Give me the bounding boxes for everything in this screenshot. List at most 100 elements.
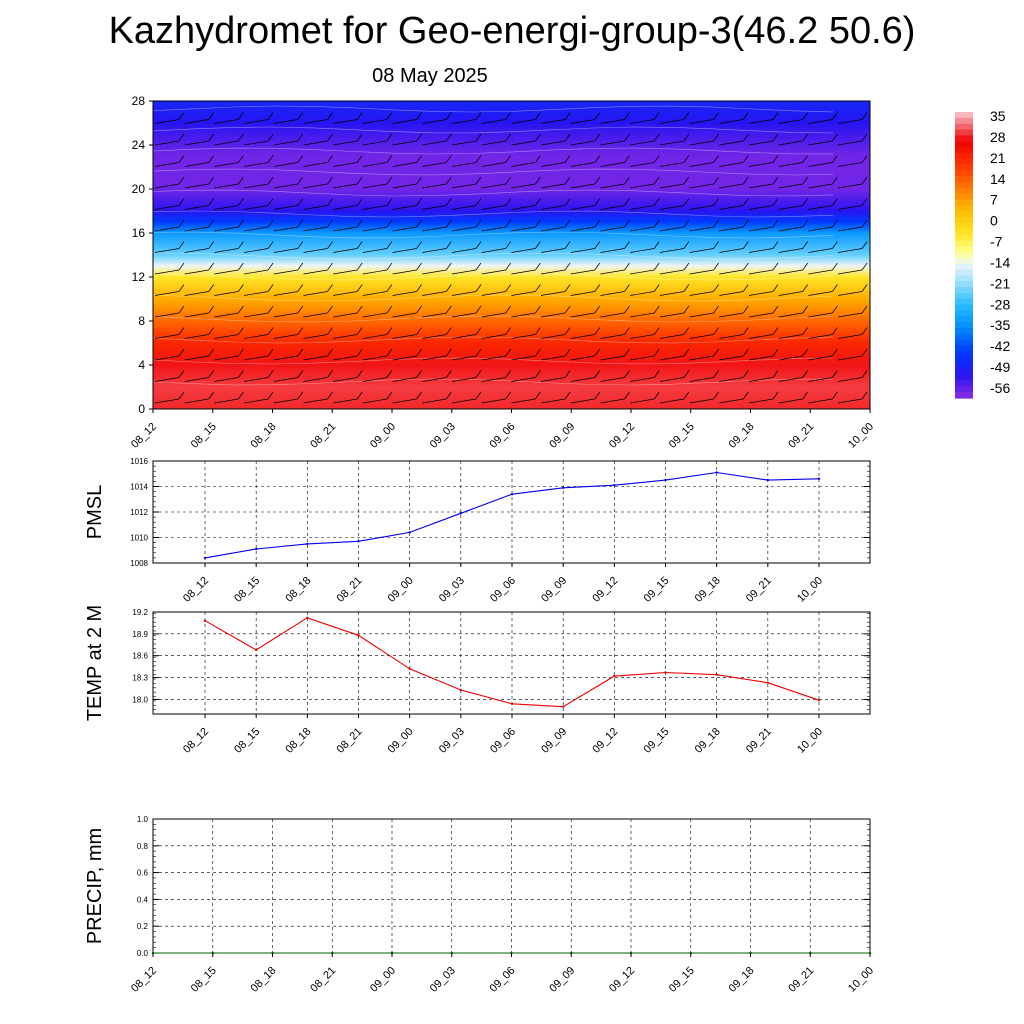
wind-barb (422, 370, 452, 382)
panel-3-data-point (306, 616, 309, 619)
wind-barb (273, 241, 304, 253)
wind-barb (481, 133, 511, 146)
panel-2-x-tick-label: 08_18 (283, 575, 313, 605)
wind-barb (600, 112, 630, 124)
wind-barb (600, 284, 630, 296)
wind-barb (630, 241, 660, 253)
colorbar-cell (955, 304, 973, 312)
wind-barb (630, 370, 660, 382)
wind-barb (422, 262, 452, 275)
heatmap-contour (152, 273, 834, 281)
wind-barb (333, 348, 363, 361)
wind-barb (719, 112, 749, 124)
wind-barb (570, 155, 601, 167)
wind-barb (748, 112, 779, 124)
wind-barb (333, 198, 363, 210)
wind-barb (333, 262, 363, 275)
wind-barb (154, 305, 185, 318)
wind-barb (600, 262, 630, 275)
wind-barb (244, 305, 274, 318)
colorbar-label: 28 (990, 129, 1006, 145)
colorbar-cell (955, 176, 973, 183)
wind-barb (778, 133, 808, 146)
wind-barb (511, 176, 541, 189)
wind-barb (689, 198, 719, 210)
wind-barb (511, 391, 541, 404)
panel-2-x-tick-label: 09_15 (642, 575, 672, 605)
wind-barb (778, 348, 808, 361)
colorbar-cell (955, 287, 973, 294)
wind-barb (778, 284, 808, 296)
panel-3-y-tick-label: 18.9 (132, 630, 148, 639)
wind-barb (541, 133, 571, 146)
wind-barb (511, 155, 541, 167)
wind-barb (719, 198, 749, 210)
panel-2-y-tick-label: 1014 (130, 483, 148, 492)
wind-barb (184, 133, 214, 146)
wind-barb (154, 219, 185, 232)
wind-barb (451, 284, 482, 296)
wind-barb (184, 327, 214, 339)
wind-barb (451, 198, 482, 210)
heatmap-x-tick-label: 09_00 (368, 421, 398, 451)
panel-4-x-tick-label: 09_09 (547, 965, 577, 995)
wind-barb (392, 176, 422, 189)
wind-barb (422, 198, 452, 210)
wind-barb (451, 241, 482, 253)
colorbar-cell (955, 199, 973, 206)
heatmap-y-tick-label: 4 (138, 358, 145, 372)
wind-barb (748, 241, 779, 253)
wind-barb (808, 262, 838, 275)
wind-barb (838, 155, 868, 167)
wind-barb (778, 155, 808, 167)
wind-barb (392, 370, 422, 382)
panel-2-data-point (562, 486, 565, 489)
colorbar-label: -42 (990, 338, 1010, 354)
colorbar-cell (955, 112, 973, 119)
wind-barb (184, 219, 214, 232)
wind-barb (778, 219, 808, 232)
heatmap-contour (152, 168, 834, 176)
colorbar-cell (955, 228, 973, 236)
wind-barb (303, 348, 333, 361)
wind-barb (273, 348, 304, 361)
wind-barb (659, 284, 690, 296)
colorbar-cell (955, 205, 973, 212)
colorbar-label: -35 (990, 317, 1010, 333)
heatmap-x-tick-label: 09_06 (488, 421, 518, 451)
wind-barb (273, 133, 304, 146)
heatmap-y-tick-label: 12 (132, 270, 146, 284)
panel-3-x-tick-label: 09_09 (539, 726, 569, 756)
panel-4-y-tick-label: 0.4 (137, 895, 149, 904)
wind-barb (600, 198, 630, 210)
colorbar-cell (955, 345, 973, 352)
panel-2-x-tick-label: 09_09 (539, 575, 569, 605)
wind-barb (748, 327, 779, 339)
heatmap-contour (152, 210, 834, 218)
panel-2-data-point (255, 547, 258, 551)
wind-barb (689, 241, 719, 253)
wind-barb (362, 219, 393, 232)
heatmap-y-tick-label: 20 (132, 182, 146, 196)
panel-3-data-point (664, 671, 667, 674)
wind-barb (630, 284, 660, 296)
wind-barb (362, 133, 393, 146)
wind-barb (214, 219, 244, 232)
wind-barb (481, 327, 511, 339)
wind-barb (689, 219, 719, 232)
wind-barb (481, 391, 511, 404)
wind-barb (184, 348, 214, 361)
heatmap-y-tick-label: 16 (132, 226, 146, 240)
wind-barb (451, 327, 482, 339)
wind-barb (808, 370, 838, 382)
wind-barb (719, 327, 749, 339)
wind-barb (600, 176, 630, 189)
wind-barb (273, 176, 304, 189)
wind-barb (154, 391, 185, 404)
wind-barb (570, 370, 601, 382)
colorbar-cell (955, 322, 973, 329)
wind-barb (600, 155, 630, 167)
panel-3-data-point (510, 702, 514, 705)
panel-4-x-tick-label: 08_18 (249, 965, 279, 995)
wind-barb (481, 305, 511, 318)
